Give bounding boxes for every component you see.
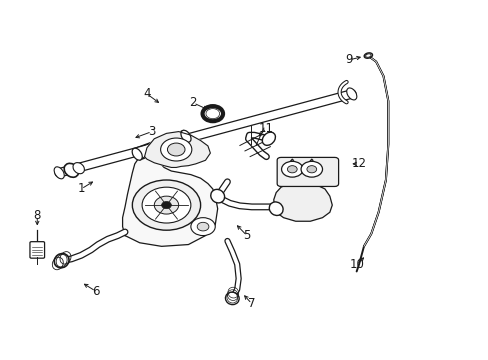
Circle shape	[197, 222, 208, 231]
Ellipse shape	[225, 292, 239, 305]
Circle shape	[306, 166, 316, 173]
Text: 10: 10	[348, 258, 364, 271]
Text: 5: 5	[243, 229, 250, 242]
Ellipse shape	[64, 163, 79, 177]
Text: 12: 12	[351, 157, 366, 170]
Polygon shape	[144, 132, 210, 167]
Text: 11: 11	[259, 122, 273, 135]
Circle shape	[287, 166, 297, 173]
Circle shape	[190, 218, 215, 235]
Circle shape	[132, 180, 200, 230]
Text: 3: 3	[148, 125, 155, 138]
Circle shape	[160, 138, 191, 161]
Ellipse shape	[202, 106, 223, 121]
Circle shape	[281, 161, 303, 177]
Ellipse shape	[132, 148, 142, 160]
Ellipse shape	[210, 189, 224, 203]
Circle shape	[154, 196, 178, 214]
FancyBboxPatch shape	[30, 242, 44, 258]
Polygon shape	[122, 153, 217, 246]
Text: 6: 6	[92, 285, 100, 298]
Circle shape	[142, 187, 190, 223]
Ellipse shape	[262, 132, 275, 145]
Ellipse shape	[54, 167, 64, 179]
Text: 7: 7	[247, 297, 255, 310]
Text: 1: 1	[77, 183, 85, 195]
Ellipse shape	[346, 88, 356, 100]
Circle shape	[161, 202, 171, 209]
Ellipse shape	[365, 54, 370, 57]
Text: 9: 9	[345, 53, 352, 66]
Ellipse shape	[54, 253, 69, 268]
Ellipse shape	[269, 202, 283, 215]
Ellipse shape	[364, 53, 372, 58]
Circle shape	[301, 161, 322, 177]
Text: 8: 8	[34, 210, 41, 222]
Text: 4: 4	[143, 87, 150, 100]
Circle shape	[167, 143, 184, 156]
Ellipse shape	[73, 163, 84, 174]
Polygon shape	[273, 182, 331, 221]
Text: 2: 2	[189, 96, 197, 109]
FancyBboxPatch shape	[277, 157, 338, 186]
Ellipse shape	[181, 130, 191, 142]
Ellipse shape	[205, 109, 219, 119]
